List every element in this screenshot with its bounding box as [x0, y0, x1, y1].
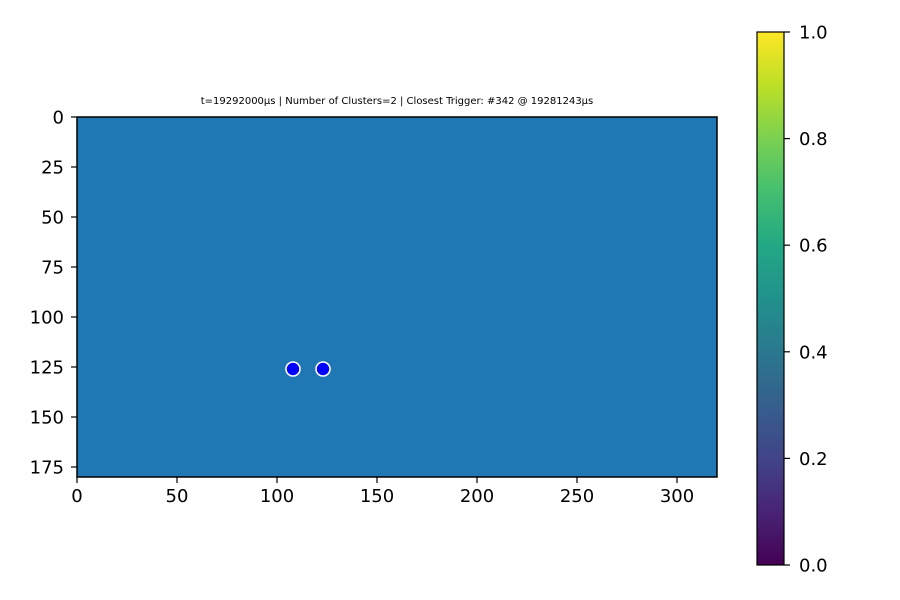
y-tick-label: 50: [41, 208, 64, 229]
x-tick-label: 150: [360, 486, 394, 507]
y-tick-label: 25: [41, 158, 64, 179]
y-tick-label: 125: [30, 358, 64, 379]
cluster-point: [285, 361, 301, 377]
x-tick-label: 300: [660, 486, 694, 507]
colorbar-tick-label: 0.0: [799, 556, 828, 577]
y-tick-label: 0: [53, 108, 64, 129]
colorbar-tick-label: 1.0: [799, 23, 828, 44]
colorbar-ticks: 0.0 0.2 0.4 0.6 0.8 1.0: [784, 23, 828, 577]
y-axis-ticks: 0 25 50 75 100 125 150 175: [30, 108, 77, 479]
colorbar-tick-label: 0.8: [799, 129, 828, 150]
colorbar: [756, 31, 785, 566]
cluster-point: [315, 361, 331, 377]
points-layer: [285, 361, 331, 377]
y-tick-label: 175: [30, 458, 64, 479]
colorbar-tick-label: 0.6: [799, 236, 828, 257]
y-tick-label: 75: [41, 258, 64, 279]
colorbar-tick-label: 0.4: [799, 342, 828, 363]
chart-title: t=19292000µs | Number of Clusters=2 | Cl…: [201, 96, 594, 107]
x-tick-label: 100: [260, 486, 294, 507]
y-tick-label: 100: [30, 308, 64, 329]
axes-frame: [76, 116, 718, 478]
colorbar-tick-label: 0.2: [799, 449, 828, 470]
x-tick-label: 0: [71, 486, 82, 507]
x-axis-ticks: 0 50 100 150 200 250 300: [71, 477, 694, 507]
image-area: [77, 117, 717, 477]
x-tick-label: 250: [560, 486, 594, 507]
x-tick-label: 50: [166, 486, 189, 507]
x-tick-label: 200: [460, 486, 494, 507]
y-tick-label: 150: [30, 408, 64, 429]
